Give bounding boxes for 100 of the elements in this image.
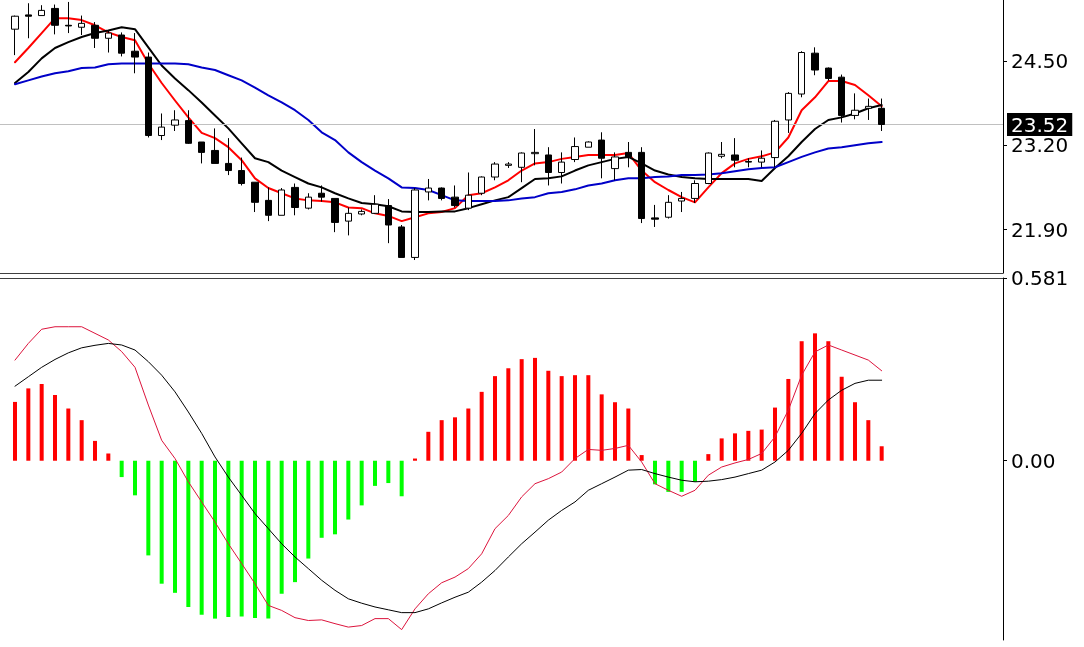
bar xyxy=(359,460,364,506)
candlestick xyxy=(345,207,352,236)
bar xyxy=(239,460,244,617)
candlestick xyxy=(38,4,45,17)
bar xyxy=(293,460,297,583)
candlestick xyxy=(265,186,272,222)
bar xyxy=(253,460,257,618)
candlestick xyxy=(211,127,219,164)
candlestick xyxy=(425,178,432,201)
candlestick xyxy=(438,186,445,201)
bar xyxy=(279,460,284,594)
candlestick xyxy=(11,15,19,56)
bar xyxy=(186,460,191,607)
bar xyxy=(373,460,377,486)
candlestick xyxy=(225,137,232,176)
candlestick xyxy=(278,187,285,216)
candlestick xyxy=(318,184,325,203)
bar xyxy=(133,460,137,496)
candlestick xyxy=(585,140,592,148)
bar xyxy=(853,402,857,461)
candlestick xyxy=(598,131,605,179)
bar xyxy=(106,453,111,461)
bar xyxy=(839,376,844,461)
candlestick xyxy=(838,74,845,124)
candlestick xyxy=(865,98,872,121)
candlestick xyxy=(811,46,819,76)
candlestick xyxy=(745,157,752,168)
bar xyxy=(453,417,457,461)
bar xyxy=(333,460,337,535)
candlestick xyxy=(145,52,152,138)
candlestick xyxy=(771,119,779,168)
bar xyxy=(226,460,231,618)
bar xyxy=(799,341,804,461)
bar xyxy=(586,375,591,461)
bar xyxy=(813,333,817,461)
candlestick xyxy=(118,31,125,57)
bar xyxy=(519,359,524,461)
bar xyxy=(26,388,31,461)
y-tick-label: 0.00 xyxy=(1011,448,1056,473)
bar xyxy=(639,455,644,461)
bar xyxy=(493,376,497,461)
bar xyxy=(146,460,151,556)
candlestick xyxy=(478,175,485,196)
candlestick xyxy=(51,4,59,35)
candlestick xyxy=(251,181,259,213)
bar xyxy=(626,408,631,461)
candlestick xyxy=(571,136,579,163)
bar xyxy=(573,375,577,461)
candlestick xyxy=(545,146,552,186)
bar xyxy=(159,460,164,584)
candlestick xyxy=(518,151,525,183)
candlestick xyxy=(398,224,405,258)
candlestick xyxy=(691,179,699,204)
bar xyxy=(733,433,737,461)
candlestick xyxy=(731,137,739,168)
bar xyxy=(879,446,884,461)
candlestick xyxy=(331,197,339,233)
bar xyxy=(466,408,471,461)
bar xyxy=(719,438,724,461)
candlestick xyxy=(65,1,72,34)
candlestick xyxy=(625,141,632,168)
bar xyxy=(199,460,204,615)
candlestick xyxy=(131,32,139,74)
candlestick xyxy=(558,151,565,185)
candlestick xyxy=(291,183,299,216)
bar xyxy=(13,401,17,461)
bar xyxy=(773,407,777,461)
y-tick-label: 24.50 xyxy=(1011,48,1069,73)
bar xyxy=(426,431,431,461)
candlestick xyxy=(531,128,539,166)
bar xyxy=(479,391,484,461)
bar xyxy=(533,357,537,461)
candlestick xyxy=(798,50,805,98)
bar xyxy=(399,460,404,497)
bar xyxy=(213,460,217,619)
bar xyxy=(666,460,671,492)
bar xyxy=(386,460,391,484)
candlestick xyxy=(825,66,832,81)
bar xyxy=(119,460,124,478)
bar xyxy=(93,440,97,461)
candlestick xyxy=(158,112,165,141)
bar xyxy=(546,370,551,461)
y-tick-label: 0.581 xyxy=(1011,266,1069,290)
y-tick-label: 21.90 xyxy=(1011,217,1069,242)
bar xyxy=(759,429,764,461)
bar xyxy=(79,420,84,461)
candlestick xyxy=(678,191,685,213)
candlestick xyxy=(705,151,712,185)
bar xyxy=(66,408,71,461)
candlestick xyxy=(665,194,672,220)
candlestick xyxy=(358,208,365,216)
candlestick xyxy=(651,204,659,228)
candlestick xyxy=(451,184,459,209)
candlestick xyxy=(171,109,179,132)
candlestick xyxy=(785,91,792,134)
candlestick xyxy=(185,109,192,145)
candlestick xyxy=(505,161,512,169)
candlestick xyxy=(758,149,765,168)
bar xyxy=(693,460,697,482)
bar xyxy=(559,376,564,461)
